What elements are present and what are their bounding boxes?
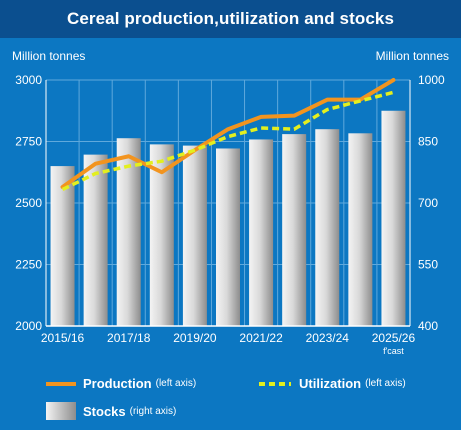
- legend-utilization: Utilization (left axis): [258, 376, 406, 391]
- legend-production-label: Production: [83, 376, 152, 391]
- stocks-bar: [249, 139, 274, 326]
- legend-production: Production (left axis): [46, 376, 196, 391]
- right-tick-label: 1000: [418, 73, 445, 87]
- x-tick-label: 2021/22: [239, 331, 283, 345]
- left-tick-label: 2250: [15, 258, 42, 272]
- right-tick-label: 850: [418, 135, 438, 149]
- stocks-bar: [149, 144, 174, 326]
- utilization-legend-swatch: [259, 381, 291, 386]
- legend-utilization-note: (left axis): [365, 378, 406, 389]
- legend-stocks-note: (right axis): [129, 405, 177, 417]
- right-tick-label: 700: [418, 196, 438, 210]
- stocks-bar: [83, 154, 108, 326]
- stocks-bar: [182, 145, 207, 326]
- production-line: [60, 78, 396, 190]
- x-tick-label: 2019/20: [173, 331, 217, 345]
- x-tick-sublabel: f'cast: [383, 346, 404, 356]
- legend-stocks-label: Stocks: [83, 403, 126, 419]
- stocks-bar: [282, 134, 307, 326]
- x-tick-label: 2023/24: [306, 331, 350, 345]
- left-tick-label: 2750: [15, 135, 42, 149]
- stocks-bar: [216, 148, 240, 326]
- chart-title: Cereal production,utilization and stocks: [0, 0, 461, 38]
- left-tick-label: 2500: [15, 196, 42, 210]
- legend-stocks: Stocks (right axis): [46, 402, 176, 420]
- stocks-bar: [116, 138, 141, 326]
- x-tick-label: 2015/16: [41, 331, 85, 345]
- stocks-bar: [50, 166, 75, 326]
- left-tick-label: 2000: [15, 319, 42, 333]
- left-tick-label: 3000: [15, 73, 42, 87]
- legend-utilization-label: Utilization: [299, 376, 362, 391]
- stocks-bar: [315, 129, 340, 326]
- production-legend-swatch: [46, 381, 76, 386]
- x-tick-label: 2025/26: [372, 331, 416, 345]
- stocks-legend-swatch: [46, 402, 76, 420]
- right-axis-unit: Million tonnes: [375, 49, 449, 63]
- right-tick-label: 550: [418, 258, 438, 272]
- stocks-bar: [348, 133, 373, 326]
- left-axis-unit: Million tonnes: [12, 49, 86, 63]
- x-tick-label: 2017/18: [107, 331, 151, 345]
- stocks-bar: [381, 110, 406, 326]
- right-tick-label: 400: [418, 319, 438, 333]
- legend-production-note: (left axis): [155, 378, 197, 389]
- utilization-line: [61, 90, 394, 192]
